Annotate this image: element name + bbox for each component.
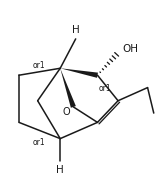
Text: or1: or1: [33, 61, 46, 70]
Text: or1: or1: [33, 138, 46, 147]
Polygon shape: [60, 68, 98, 78]
Text: H: H: [56, 165, 64, 175]
Text: O: O: [62, 107, 70, 117]
Text: OH: OH: [122, 44, 138, 54]
Text: H: H: [72, 25, 80, 35]
Text: or1: or1: [99, 84, 112, 93]
Polygon shape: [60, 68, 76, 108]
